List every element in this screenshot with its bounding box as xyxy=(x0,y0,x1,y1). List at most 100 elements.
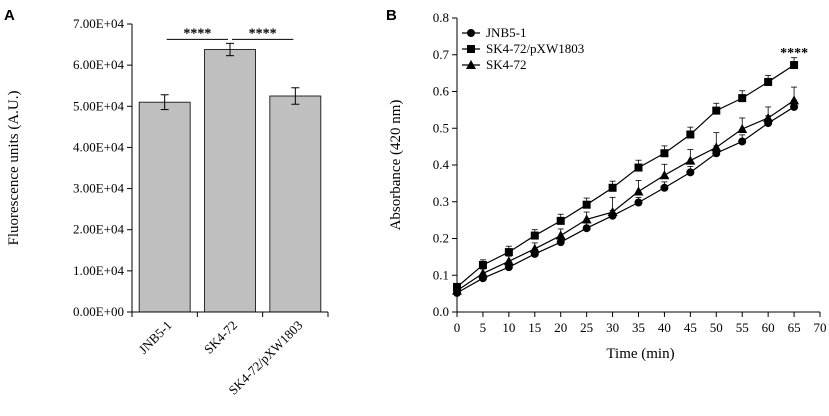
bar xyxy=(269,95,322,313)
line-chart-x-tick-label: 35 xyxy=(632,320,645,335)
bar-chart-y-tick-label: 6.00E+04 xyxy=(73,57,125,72)
data-point xyxy=(504,248,513,257)
data-point xyxy=(452,285,462,295)
data-point xyxy=(530,231,539,240)
line-chart-series xyxy=(452,57,800,297)
data-point xyxy=(529,243,540,253)
legend-marker xyxy=(466,60,476,69)
data-point xyxy=(659,170,670,180)
bar-chart-y-tick-label: 1.00E+04 xyxy=(73,263,125,278)
line-chart-y-tick-label: 0.2 xyxy=(433,231,449,246)
line-chart-x-tick-label: 20 xyxy=(554,320,567,335)
bar-chart-significance: **** **** xyxy=(166,26,294,41)
bar xyxy=(204,49,256,313)
legend-label: SK4-72/pXW1803 xyxy=(486,41,584,56)
data-point xyxy=(503,256,514,266)
data-point xyxy=(789,95,800,105)
panel-a-letter: A xyxy=(4,7,15,24)
line-chart-x-tick-label: 60 xyxy=(762,320,775,335)
bar-chart-y-tick-label: 7.00E+04 xyxy=(73,16,125,31)
data-point xyxy=(633,186,644,196)
data-point xyxy=(634,198,643,207)
line-chart-x-tick-label: 55 xyxy=(736,320,749,335)
bar-chart-x-tick-label: SK4-72 xyxy=(201,318,240,357)
data-point xyxy=(608,183,617,192)
data-point xyxy=(685,155,696,165)
line-chart-panel-b: B Absorbance (420 nm) Time (min) 0.0 0.1 0… xyxy=(386,7,827,362)
line-chart-y-tick-label: 0.4 xyxy=(433,157,450,172)
data-point xyxy=(582,200,591,209)
bar-chart-y-tick-label: 0.00E+00 xyxy=(73,304,124,319)
bar-chart-x-tick-label: JNB5-1 xyxy=(136,318,175,357)
significance-label: **** xyxy=(249,26,277,41)
line-chart-x-tick-label: 0 xyxy=(454,320,461,335)
line-chart-y-tick-label: 0.5 xyxy=(433,120,449,135)
data-point xyxy=(582,224,591,233)
line-chart-x-tick-label: 15 xyxy=(528,320,541,335)
significance-label: **** xyxy=(780,46,808,61)
line-chart-y-tick-label: 0.3 xyxy=(433,194,449,209)
series-circle xyxy=(453,99,799,297)
bar-chart-panel-a: A Fluorescence units (A.U.) 0.00E+00 1.00… xyxy=(4,7,329,398)
series-line xyxy=(456,64,795,288)
data-point xyxy=(477,268,488,278)
data-point xyxy=(764,77,773,86)
line-chart-y-tick-label: 0.1 xyxy=(433,267,449,282)
series-square xyxy=(453,57,799,292)
bar-chart-bars xyxy=(138,49,322,313)
data-point xyxy=(660,149,669,158)
legend-label: JNB5-1 xyxy=(486,25,526,40)
data-point xyxy=(737,123,748,133)
line-chart-x-tick-label: 30 xyxy=(606,320,619,335)
bar-chart-error-bars xyxy=(160,42,300,111)
data-point xyxy=(634,163,643,172)
legend-label: SK4-72 xyxy=(486,57,526,72)
line-chart-y-tick-label: 0.8 xyxy=(433,10,449,25)
data-point xyxy=(607,207,618,217)
line-chart-annotations: **** xyxy=(780,46,808,61)
line-chart-x-tick-label: 10 xyxy=(502,320,515,335)
line-chart-x-tick-label: 70 xyxy=(814,320,827,335)
data-point xyxy=(478,260,487,269)
data-point xyxy=(738,137,747,146)
panel-b-letter: B xyxy=(386,7,397,24)
bar-chart-y-tick-label: 2.00E+04 xyxy=(73,222,125,237)
bar-chart-y-tick-label: 4.00E+04 xyxy=(73,139,125,154)
line-chart-x-tick-label: 65 xyxy=(788,320,801,335)
data-point xyxy=(711,142,722,152)
bar-chart-y-axis-title: Fluorescence units (A.U.) xyxy=(6,91,22,246)
line-chart-x-tick-label: 25 xyxy=(580,320,593,335)
line-chart-x-tick-label: 50 xyxy=(710,320,723,335)
data-point xyxy=(686,130,695,139)
bar-chart-y-tick-label: 5.00E+04 xyxy=(73,98,125,113)
line-chart-x-tick-label: 45 xyxy=(684,320,697,335)
line-chart-y-axis-title: Absorbance (420 nm) xyxy=(388,100,404,231)
data-point xyxy=(660,183,669,192)
bar-chart-y-ticks: 0.00E+00 1.00E+04 2.00E+04 3.00E+04 4.00E+04… xyxy=(73,16,132,319)
data-point xyxy=(790,102,799,111)
significance-label: **** xyxy=(183,26,211,41)
legend-marker xyxy=(467,45,475,53)
line-chart-x-axis-title: Time (min) xyxy=(606,346,674,362)
data-point xyxy=(581,214,592,224)
data-point xyxy=(712,106,721,115)
bar-chart-axes xyxy=(131,24,328,313)
data-point xyxy=(763,112,774,122)
data-point xyxy=(555,230,566,240)
line-chart-y-tick-label: 0.0 xyxy=(433,304,449,319)
bar-error-bar xyxy=(291,87,300,105)
bar xyxy=(138,101,191,313)
bar-error-bar xyxy=(160,94,169,111)
data-point xyxy=(556,216,565,225)
line-chart-x-ticks: 0 5 10 15 20 25 30 35 40 45 50 55 60 65 70 xyxy=(454,312,827,335)
data-point xyxy=(556,238,565,247)
line-chart-x-tick-label: 40 xyxy=(658,320,671,335)
data-point xyxy=(790,61,799,70)
line-chart-y-ticks: 0.0 0.1 0.2 0.3 0.4 0.5 0.6 0.7 0.8 xyxy=(433,10,457,319)
line-chart-x-tick-label: 5 xyxy=(480,320,487,335)
legend-marker xyxy=(467,29,475,37)
series-triangle xyxy=(452,86,800,295)
